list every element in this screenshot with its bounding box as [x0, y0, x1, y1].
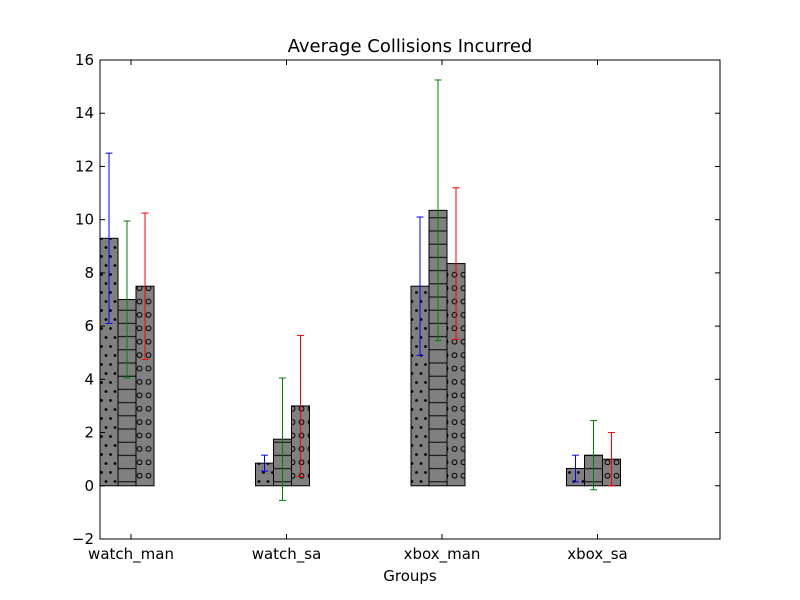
- error-bar-xbox_man-series-2: [434, 79, 442, 342]
- bars-layer: [99, 209, 621, 487]
- y-tick-label: 2: [84, 424, 94, 442]
- y-tick-label: −2: [72, 530, 94, 548]
- error-bar-xbox_man-series-3: [452, 187, 460, 340]
- error-bar-xbox_sa-series-2: [590, 420, 597, 491]
- chart-title: Average Collisions Incurred: [288, 36, 533, 57]
- error-bar-xbox_sa-series-1: [572, 454, 579, 483]
- x-axis-label: Groups: [383, 567, 437, 585]
- y-tick-label: 10: [75, 211, 94, 229]
- error-bars-layer: [105, 79, 615, 501]
- x-tick-label-watch_sa: watch_sa: [252, 545, 322, 564]
- error-bar-xbox_sa-series-3: [608, 432, 615, 487]
- error-bar-watch_sa-series-3: [297, 334, 304, 477]
- y-tick-label: 0: [84, 477, 94, 495]
- error-bar-xbox_man-series-1: [416, 216, 424, 356]
- y-tick-label: 14: [75, 104, 94, 122]
- plot-frame: [99, 59, 721, 540]
- y-tick-label: 4: [84, 370, 94, 388]
- x-axis: watch_man watch_sa xbox_man xbox_sa: [88, 60, 628, 564]
- error-bar-watch_sa-series-2: [279, 377, 286, 501]
- error-bar-watch_man-series-1: [105, 152, 113, 324]
- x-tick-label-xbox_man: xbox_man: [404, 545, 481, 564]
- x-tick-label-watch_man: watch_man: [88, 545, 174, 564]
- y-tick-label: 6: [84, 317, 94, 335]
- y-tick-label: 8: [84, 264, 94, 282]
- y-tick-label: 12: [75, 157, 94, 175]
- y-tick-label: 16: [75, 51, 94, 69]
- x-tick-label-xbox_sa: xbox_sa: [567, 545, 628, 564]
- y-axis: −2 0 2 4 6 8 10 12 14 16: [72, 51, 720, 548]
- error-bar-watch_man-series-3: [141, 212, 149, 360]
- error-bar-watch_man-series-2: [123, 220, 131, 379]
- error-bar-watch_sa-series-1: [261, 454, 268, 472]
